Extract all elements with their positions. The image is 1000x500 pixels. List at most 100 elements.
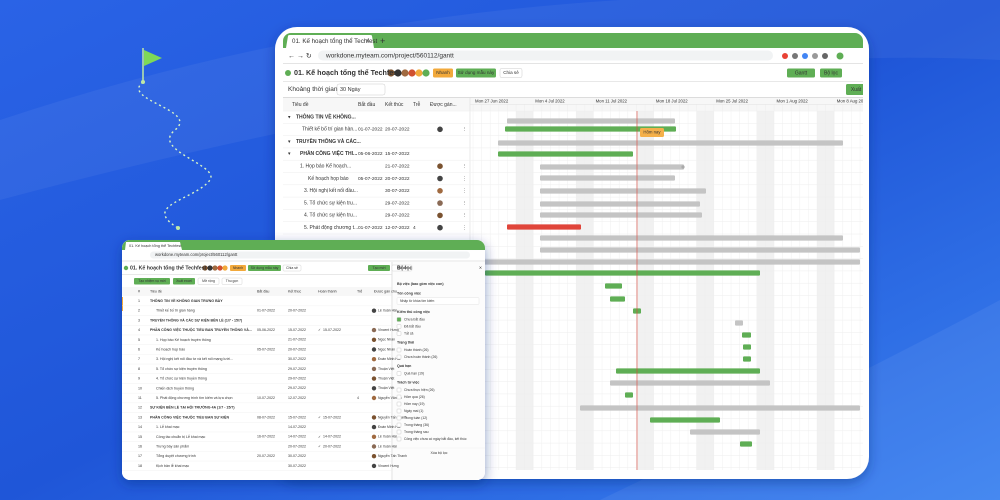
filter-checkbox[interactable] [396, 354, 402, 360]
row-number: 18 [138, 464, 142, 468]
column-header: Được gán... [430, 102, 457, 108]
filter-checkbox[interactable] [396, 429, 402, 435]
toolbar-button[interactable] [173, 278, 195, 285]
gantt-bar[interactable] [498, 140, 843, 146]
right-button[interactable] [368, 265, 390, 271]
gantt-bar[interactable] [743, 344, 751, 350]
row-done: 15-07-2022 [323, 328, 341, 332]
row-end: 30-07-2022 [288, 357, 306, 361]
header-button[interactable] [230, 265, 246, 271]
gantt-bar[interactable] [605, 283, 622, 289]
avatars [387, 69, 430, 77]
filter-checkbox[interactable] [396, 347, 402, 353]
assignee-name: Đoàn Minh Hải [378, 357, 401, 361]
toolbar-button[interactable] [134, 278, 170, 285]
gantt-bar[interactable] [735, 320, 743, 326]
header-button[interactable] [499, 68, 523, 78]
gantt-bar[interactable] [580, 405, 860, 411]
filter-close[interactable]: × [479, 265, 482, 271]
gantt-bar[interactable] [480, 259, 860, 265]
gantt-bar[interactable] [625, 392, 633, 398]
clear-filter[interactable]: Xóa bộ lọc [431, 451, 448, 455]
weekend-column [524, 111, 534, 470]
gantt-bar[interactable] [610, 380, 770, 386]
filter-checkbox[interactable] [396, 401, 402, 407]
gantt-bar[interactable] [540, 235, 843, 241]
assignee-avatar [437, 224, 443, 231]
toolbar-button[interactable] [221, 277, 243, 285]
row-number: 1 [138, 299, 140, 303]
assignee-avatar [371, 366, 377, 372]
gantt-bar[interactable] [650, 417, 720, 423]
right-button[interactable] [820, 68, 842, 78]
period-select[interactable] [336, 83, 386, 96]
row-title: 1. Họp báo Kế hoạch... [300, 164, 351, 170]
filter-checkbox[interactable] [396, 436, 402, 442]
header-button[interactable] [456, 68, 496, 78]
column-header: Trễ [413, 101, 421, 108]
assignee-avatar [437, 188, 443, 194]
right-button[interactable] [846, 84, 866, 95]
tab[interactable] [286, 35, 374, 48]
row-end: 20-07-2022 [288, 347, 306, 351]
row-end: 20-07-2022 [288, 309, 306, 313]
new-tab[interactable]: + [380, 36, 385, 46]
gantt-bar[interactable] [507, 224, 581, 230]
filter-checkbox[interactable] [396, 331, 402, 336]
filter-option: Trong tháng (36) [404, 423, 429, 427]
gantt-bar[interactable] [540, 175, 675, 181]
gantt-bar[interactable] [540, 164, 684, 170]
gantt-bar[interactable] [505, 126, 676, 132]
gantt-bar[interactable] [740, 441, 752, 447]
url[interactable]: workdone.myteam.com/project/560112/gantt [325, 53, 454, 60]
filter-checkbox[interactable] [396, 387, 402, 393]
filter-checkbox[interactable] [396, 415, 402, 421]
gantt-bar[interactable] [498, 151, 633, 157]
header-button[interactable] [433, 68, 453, 78]
filter-checkbox[interactable] [396, 422, 402, 428]
right-button[interactable] [787, 68, 815, 78]
filter-checkbox[interactable] [396, 371, 402, 376]
gantt-bar[interactable] [610, 296, 625, 302]
weekend-column [576, 111, 585, 470]
row-number: 11 [138, 396, 142, 400]
gantt-bar[interactable] [507, 118, 675, 124]
right-button[interactable] [391, 264, 413, 272]
filter-checkbox[interactable] [396, 408, 402, 414]
filter-checkbox[interactable] [396, 324, 402, 329]
address-bar[interactable] [150, 251, 470, 259]
address-bar[interactable] [318, 50, 773, 61]
row-title: Thiết kế bố trí gian hàng [156, 309, 195, 313]
url[interactable]: workdone.myteam.com/project/560112/gantt [155, 252, 238, 257]
search-placeholder: Nhập từ khóa tìm kiếm [400, 299, 434, 303]
assignee-avatar [371, 376, 377, 381]
gantt-bar[interactable] [616, 368, 760, 374]
toolbar-button[interactable] [197, 277, 220, 285]
header-button[interactable] [282, 264, 302, 272]
gantt-bar[interactable] [540, 201, 700, 207]
filter-checkbox[interactable] [396, 394, 402, 400]
gantt-bar[interactable] [485, 270, 760, 276]
header-button[interactable] [248, 265, 281, 271]
filter-option: Chưa thực hiện (26) [404, 388, 435, 392]
row-menu: ⋮ [462, 176, 467, 182]
gantt-bar[interactable] [540, 247, 860, 253]
row-title: Kịch bản lễ khai mạc [156, 463, 189, 468]
row-end: 15-07-2022 [385, 151, 410, 157]
filter-checkbox[interactable] [396, 317, 402, 322]
gantt-bar[interactable] [540, 188, 706, 194]
project-title: 01. Kế hoạch tổng thể Techfest [130, 264, 207, 271]
filter-heading: Tên công việc [397, 291, 421, 295]
row-end: 30-07-2022 [288, 454, 306, 458]
tab-close[interactable]: × [366, 39, 370, 45]
project-title: 01. Kế hoạch tổng thể Techfest [294, 68, 400, 77]
gantt-bar[interactable] [540, 212, 702, 218]
gantt-bar[interactable] [743, 356, 751, 362]
gantt-bar[interactable] [742, 332, 751, 338]
search-input[interactable] [396, 297, 480, 305]
row-title: 1. Họp báo Kế hoạch truyền thông [156, 338, 211, 342]
row-end: 29-07-2022 [385, 200, 410, 206]
tab[interactable] [125, 242, 182, 250]
gantt-bar[interactable] [690, 429, 760, 435]
nav-buttons[interactable]: ← → ↻ [288, 53, 312, 60]
